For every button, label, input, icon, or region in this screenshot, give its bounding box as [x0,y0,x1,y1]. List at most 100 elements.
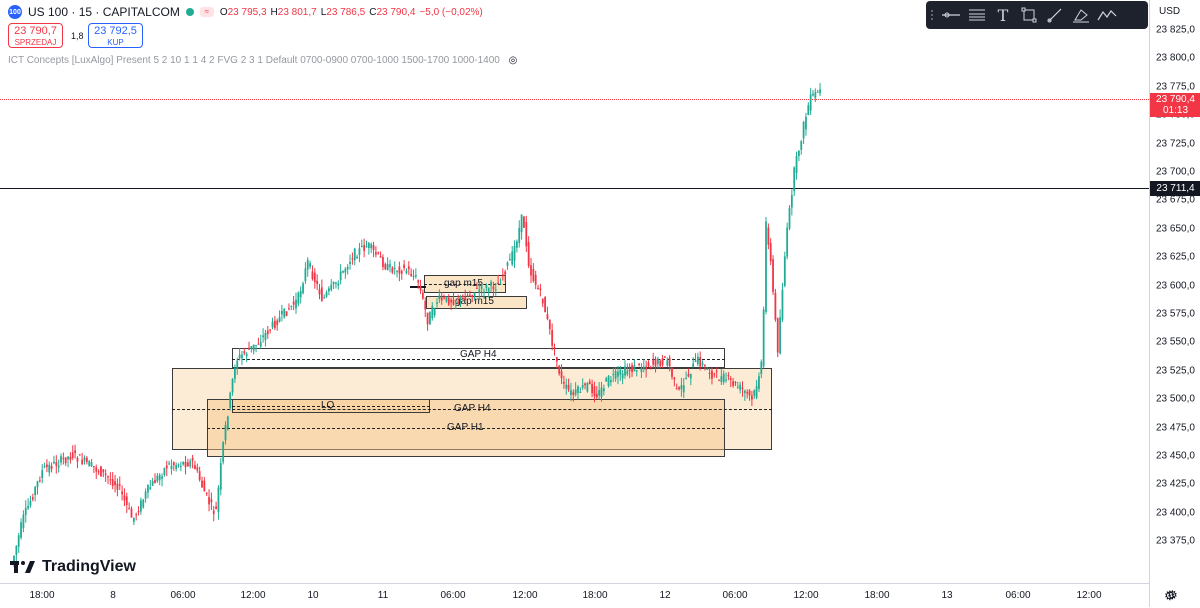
candle-body [793,167,796,192]
pattern-tool-icon[interactable] [1094,3,1120,27]
candle-body [593,386,596,397]
candle-body [114,481,116,486]
ohlc-key: C [369,6,377,18]
candle-body [459,295,462,300]
candle-body [74,450,76,454]
candle-body [419,286,422,291]
candle-body [405,270,408,274]
candle-body [748,390,751,396]
candle-body [241,354,243,359]
price-axis-label: 23 775,0 [1156,81,1195,93]
candle-body [704,364,706,366]
candle-body [612,374,615,376]
chart-area[interactable]: gap m15 gap m15 GAP H4 LQ GAP H4 GAP H1 … [0,0,1149,583]
candle-body [379,256,382,258]
sell-button[interactable]: 23 790,7 SPRZEDAJ [8,23,63,48]
grip-icon[interactable] [926,3,938,27]
line-tool-icon[interactable] [938,3,964,27]
ohlc-value: 23 801,7 [277,6,317,18]
candle-body [205,492,208,494]
candle-body [518,227,521,243]
candle-body [436,302,438,304]
axis-settings-gear-icon[interactable]: ⚙ [1167,588,1178,602]
candle-body [20,522,22,538]
candle-body [158,474,161,481]
candle-body [53,461,55,464]
candle-body [577,386,579,393]
buy-button[interactable]: 23 792,5 KUP [88,23,143,48]
time-axis[interactable]: 18:00 8 06:00 12:00 10 11 06:00 12:00 18:00 12 06:… [0,583,1176,608]
candle-body [619,369,622,375]
candle-body [278,317,281,322]
candle-body [584,383,586,386]
candle-body [165,465,168,469]
candle-body [306,259,309,270]
candle-body [100,466,102,477]
symbol-header: 100 US 100 · 15 · CAPITALCOM ≈ O23 795,3… [8,4,487,20]
currency-selector[interactable]: USD [1159,6,1181,17]
gap-h4-upper-zone[interactable] [232,348,725,368]
price-axis-label: 23 575,0 [1156,308,1195,320]
candle-body [480,284,483,289]
chart-settings-gear-icon[interactable]: ⚙ [1164,588,1176,603]
candle-body [682,385,685,393]
candle-body [88,461,91,467]
crosshair-price-tag: 23 711,4 [1150,181,1200,196]
brush-tool-icon[interactable] [1042,3,1068,27]
time-axis-label: 12:00 [240,590,266,601]
candle-body [304,268,307,282]
candle-body [781,289,784,320]
candle-body [36,481,39,488]
candle-body [104,473,107,475]
sell-price: 23 790,7 [14,25,57,37]
price-axis[interactable]: USD 23 825,023 800,023 775,023 750,023 7… [1149,0,1200,607]
candle-body [229,392,232,408]
candle-body [450,299,452,303]
time-axis-label: 18:00 [582,590,608,601]
ohlc-value: 23 795,3 [227,6,267,18]
candle-body [511,251,514,265]
candle-body [95,467,98,472]
candle-body [452,299,455,305]
price-axis-label: 23 800,0 [1156,52,1195,64]
candle-body [595,393,598,398]
ohlc-key: H [270,6,278,18]
highlighter-tool-icon[interactable] [1068,3,1094,27]
candlestick-series [13,83,821,567]
candle-body [313,272,316,283]
candle-body [283,308,286,318]
candle-body [551,329,554,346]
candle-body [802,122,805,139]
candle-body [372,245,375,250]
candle-body [525,221,528,247]
symbol-badge[interactable]: 100 [8,5,22,19]
candle-body [671,368,673,377]
candle-body [140,500,142,512]
candle-body [513,246,516,261]
fib-tool-icon[interactable] [964,3,990,27]
candle-body [532,269,535,281]
gap-m15-label-b: gap m15 [455,296,494,307]
candle-body [649,366,652,368]
candle-body [196,467,199,471]
text-tool-icon[interactable]: T [997,5,1009,25]
candle-body [774,292,777,320]
candle-body [621,373,624,379]
eye-hidden-icon[interactable]: ◎ [508,55,518,66]
candle-body [398,266,401,274]
candle-body [591,383,593,394]
candle-body [720,376,723,382]
indicator-legend[interactable]: ICT Concepts [LuxAlgo] Present 5 2 10 1 … [8,55,517,66]
candle-body [234,368,236,379]
candle-body [715,370,718,372]
candle-body [163,468,166,476]
rectangle-tool-icon[interactable] [1016,3,1042,27]
gap-h1-midline [207,428,725,429]
candle-body [109,479,112,481]
candle-body [339,271,342,281]
symbol-title[interactable]: US 100 · 15 · CAPITALCOM [28,5,180,19]
candle-body [311,271,314,280]
candle-body [457,301,460,303]
tradingview-logo[interactable]: TradingView [10,558,136,576]
candle-body [62,457,65,459]
